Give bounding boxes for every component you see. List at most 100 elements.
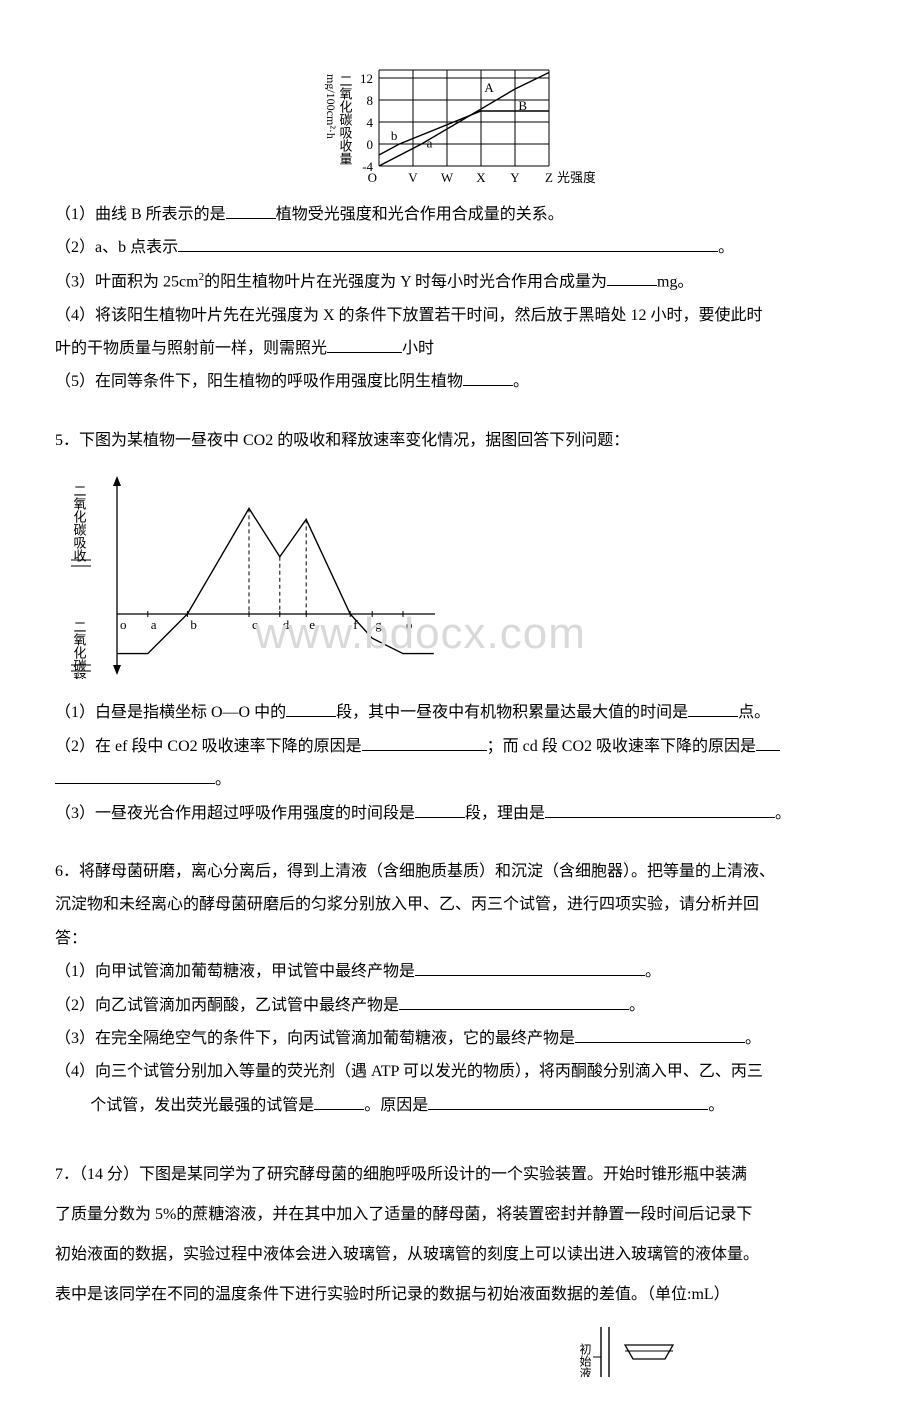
svg-text:o: o <box>120 617 127 632</box>
svg-text:V: V <box>408 170 418 185</box>
blank <box>327 335 402 353</box>
chart2-container: oabcdefgo二氧化碳吸收二氧化碳释放 www.bdocx.com <box>55 464 865 690</box>
q7-stem-c: 初始液面的数据，实验过程中液体会进入玻璃管，从玻璃管的刻度上可以读出进入玻璃管的… <box>55 1237 865 1274</box>
svg-text:Z: Z <box>545 170 553 185</box>
q6-stem-text-c: 答： <box>55 930 87 947</box>
blank <box>575 1025 745 1043</box>
q6-3: （3）在完全隔绝空气的条件下，向丙试管滴加葡萄糖液，它的最终产物是 。 <box>55 1024 865 1054</box>
blank <box>178 235 718 253</box>
q4-4a: （4）将该阳生植物叶片先在光强度为 X 的条件下放置若干时间，然后放于黑暗处 1… <box>55 301 865 331</box>
svg-text:A: A <box>484 80 494 95</box>
svg-text:光强度: 光强度 <box>557 170 595 185</box>
svg-text:g: g <box>375 617 382 632</box>
q6-4-text-c: 。原因是 <box>364 1097 428 1114</box>
svg-text:X: X <box>476 170 486 185</box>
q6-4-text-d: 。 <box>708 1097 724 1114</box>
svg-text:二氧化碳吸收: 二氧化碳吸收 <box>72 484 87 562</box>
blank <box>607 269 657 287</box>
svg-text:二氧化碳吸收量: 二氧化碳吸收量 <box>338 74 353 165</box>
q4-3-text-b: 的阳生植物叶片在光强度为 Y 时每小时光合作用合成量为 <box>204 273 607 290</box>
blank <box>399 992 629 1010</box>
q5-1-text-b: 段，其中一昼夜中有机物积累量达最大值的时间是 <box>336 704 688 721</box>
q4-5-text-b: 。 <box>513 373 529 390</box>
q6-1-text-a: （1）向甲试管滴加葡萄糖液，甲试管中最终产物是 <box>55 963 415 980</box>
q5-3-text-a: （3）一昼夜光合作用超过呼吸作用强度的时间段是 <box>55 805 415 822</box>
blank <box>756 733 780 751</box>
svg-text:mg/100cm²·h: mg/100cm²·h <box>325 74 338 139</box>
q7-stem-a: 7．（14 分）下图是某同学为了研究酵母菌的细胞呼吸所设计的一个实验装置。开始时… <box>55 1157 865 1194</box>
q5-stem-text: 5．下图为某植物一昼夜中 CO2 的吸收和释放速率变化情况，据图回答下列问题： <box>55 432 629 449</box>
blank <box>545 800 775 818</box>
q6-4-text-a: （4）向三个试管分别加入等量的荧光剂（遇 ATP 可以发光的物质），将丙酮酸分别… <box>55 1063 763 1080</box>
q4-4-text-a: （4）将该阳生植物叶片先在光强度为 X 的条件下放置若干时间，然后放于黑暗处 1… <box>55 307 763 324</box>
q6-2: （2）向乙试管滴加丙酮酸，乙试管中最终产物是。 <box>55 991 865 1021</box>
chart1-container: -404812VWXYZO光强度ABab二氧化碳吸收量mg/100cm²·h <box>55 20 865 190</box>
blank <box>55 767 215 785</box>
svg-text:Y: Y <box>510 170 520 185</box>
svg-text:c: c <box>252 617 258 632</box>
q4-4-text-c: 小时 <box>402 340 434 357</box>
q4-2-text-b: 。 <box>718 239 734 256</box>
q4-2-text-a: （2）a、b 点表示 <box>55 239 178 256</box>
q6-stem-c: 答： <box>55 924 865 954</box>
q6-2-text-b: 。 <box>629 997 645 1014</box>
svg-text:d: d <box>283 617 290 632</box>
chart1: -404812VWXYZO光强度ABab二氧化碳吸收量mg/100cm²·h <box>325 20 595 190</box>
svg-text:初始液面: 初始液面 <box>578 1343 592 1377</box>
q4-5: （5）在同等条件下，阳生植物的呼吸作用强度比阴生植物 。 <box>55 367 865 397</box>
svg-text:8: 8 <box>367 93 374 108</box>
q6-4a: （4）向三个试管分别加入等量的荧光剂（遇 ATP 可以发光的物质），将丙酮酸分别… <box>55 1057 865 1087</box>
svg-text:12: 12 <box>360 71 373 86</box>
q5-3-text-b: 段，理由是 <box>465 805 545 822</box>
q6-4b: 个试管，发出荧光最强的试管是。原因是。 <box>55 1091 865 1121</box>
blank <box>415 959 645 977</box>
q5-1-text-a: （1）白昼是指横坐标 O—O 中的 <box>55 704 286 721</box>
q7-stem-d: 表中是该同学在不同的温度条件下进行实验时所记录的数据与初始液面数据的差值。（单位… <box>55 1277 865 1314</box>
q6-3-text-b: 。 <box>745 1030 761 1047</box>
q5-2-text-a: （2）在 ef 段中 CO2 吸收速率下降的原因是 <box>55 738 362 755</box>
q5-2-text-b: ；而 cd 段 CO2 吸收速率下降的原因是 <box>487 738 756 755</box>
q5-2b: 。 <box>55 765 865 795</box>
q5-3: （3）一昼夜光合作用超过呼吸作用强度的时间段是 段，理由是 。 <box>55 799 865 829</box>
blank <box>415 800 465 818</box>
q4-5-text-a: （5）在同等条件下，阳生植物的呼吸作用强度比阴生植物 <box>55 373 463 390</box>
svg-text:a: a <box>151 617 157 632</box>
q4-1-text-a: （1）曲线 B 所表示的是 <box>55 206 226 223</box>
q5-3-text-c: 。 <box>775 805 791 822</box>
q7-stem-text-c: 初始液面的数据，实验过程中液体会进入玻璃管，从玻璃管的刻度上可以读出进入玻璃管的… <box>55 1246 759 1263</box>
q5-2-text-c: 。 <box>215 771 231 788</box>
q6-1-text-b: 。 <box>645 963 661 980</box>
apparatus-figure: 初始液面 <box>55 1327 865 1377</box>
svg-text:e: e <box>309 617 315 632</box>
svg-text:W: W <box>441 170 454 185</box>
q4-4-text-b: 叶的干物质量与照射前一样，则需照光 <box>55 340 327 357</box>
q7-stem-text-a: 7．（14 分）下图是某同学为了研究酵母菌的细胞呼吸所设计的一个实验装置。开始时… <box>55 1166 747 1183</box>
svg-text:二氧化碳释放: 二氧化碳释放 <box>72 620 87 679</box>
q4-3: （3）叶面积为 25cm2的阳生植物叶片在光强度为 Y 时每小时光合作用合成量为… <box>55 267 865 298</box>
q6-3-text-a: （3）在完全隔绝空气的条件下，向丙试管滴加葡萄糖液，它的最终产物是 <box>55 1030 575 1047</box>
q6-stem-text-a: 6．将酵母菌研磨，离心分离后，得到上清液（含细胞质基质）和沉淀（含细胞器）。把等… <box>55 863 775 880</box>
q6-stem-text-b: 沉淀物和未经离心的酵母菌研磨后的匀浆分别放入甲、乙、丙三个试管，进行四项实验，请… <box>55 896 759 913</box>
svg-text:0: 0 <box>367 137 374 152</box>
q5-1: （1）白昼是指横坐标 O—O 中的 段，其中一昼夜中有机物积累量达最大值的时间是 点… <box>55 698 865 728</box>
svg-text:4: 4 <box>367 115 374 130</box>
q4-2: （2）a、b 点表示 。 <box>55 233 865 263</box>
q6-1: （1）向甲试管滴加葡萄糖液，甲试管中最终产物是 。 <box>55 957 865 987</box>
q5-2a: （2）在 ef 段中 CO2 吸收速率下降的原因是 ；而 cd 段 CO2 吸收速… <box>55 732 865 762</box>
svg-text:a: a <box>427 135 433 150</box>
svg-text:B: B <box>518 98 527 113</box>
q4-3-text-c: mg。 <box>657 273 693 290</box>
blank <box>226 201 276 219</box>
q5-stem: 5．下图为某植物一昼夜中 CO2 的吸收和释放速率变化情况，据图回答下列问题： <box>55 426 865 456</box>
q4-1-text-b: 植物受光强度和光合作用合成量的关系。 <box>276 206 564 223</box>
q5-1-text-c: 点。 <box>738 704 770 721</box>
q4-3-text-a: （3）叶面积为 25cm <box>55 273 199 290</box>
apparatus-svg: 初始液面 <box>565 1327 675 1377</box>
q4-1: （1）曲线 B 所表示的是 植物受光强度和光合作用合成量的关系。 <box>55 200 865 230</box>
q4-4b: 叶的干物质量与照射前一样，则需照光 小时 <box>55 334 865 364</box>
svg-text:o: o <box>406 617 413 632</box>
svg-text:b: b <box>190 617 197 632</box>
svg-text:O: O <box>368 170 377 185</box>
q6-stem-a: 6．将酵母菌研磨，离心分离后，得到上清液（含细胞质基质）和沉淀（含细胞器）。把等… <box>55 857 865 887</box>
q7-stem-b: 了质量分数为 5%的蔗糖溶液，并在其中加入了适量的酵母菌，将装置密封并静置一段时… <box>55 1197 865 1234</box>
